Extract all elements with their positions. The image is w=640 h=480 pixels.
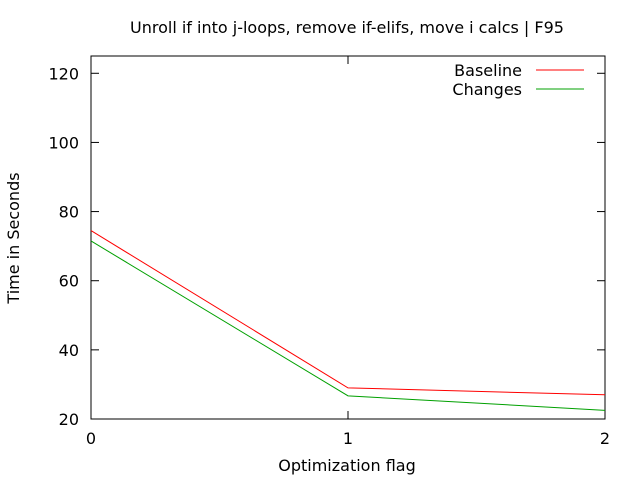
y-tick-label: 20	[59, 410, 79, 429]
x-axis-label: Optimization flag	[278, 456, 415, 475]
y-tick-label: 100	[48, 133, 79, 152]
y-tick-label: 60	[59, 272, 79, 291]
axis-ticks: 20 40 60 80 100 120 0 1 2	[48, 56, 610, 448]
plot-frame	[90, 55, 606, 420]
series-layer	[90, 230, 606, 411]
legend-label-baseline: Baseline	[454, 61, 522, 80]
chart-title: Unroll if into j-loops, remove if-elifs,…	[130, 18, 564, 37]
series-line-changes	[90, 240, 606, 411]
legend-label-changes: Changes	[452, 80, 522, 99]
y-tick-label: 40	[59, 341, 79, 360]
x-tick-label: 0	[86, 429, 96, 448]
y-tick-label: 120	[48, 64, 79, 83]
y-axis-label: Time in Seconds	[4, 172, 23, 304]
y-tick-label: 80	[59, 203, 79, 222]
x-tick-label: 2	[600, 429, 610, 448]
series-line-baseline	[90, 230, 606, 396]
x-tick-label: 1	[343, 429, 353, 448]
